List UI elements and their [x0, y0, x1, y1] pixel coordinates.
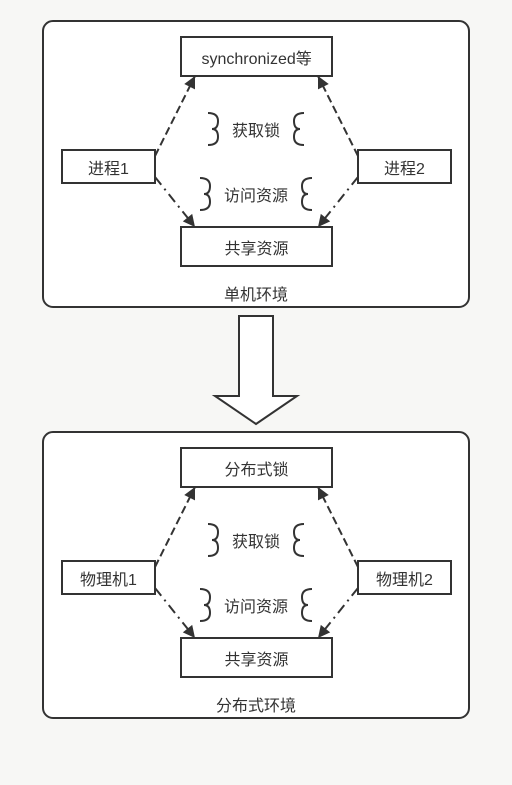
panel2-access-label: 访问资源 [224, 593, 288, 617]
panel1-share-label: 共享资源 [225, 235, 289, 259]
panel1-caption: 单机环境 [224, 281, 288, 305]
diagram-canvas: synchronized等 进程1 进程2 共享资源 获取锁 访问资源 单机环境… [0, 0, 512, 785]
panel1-lock-label: synchronized等 [202, 45, 312, 69]
panel2-lock-label: 分布式锁 [225, 456, 289, 480]
panel2-caption: 分布式环境 [216, 692, 296, 716]
panel2-right-label: 物理机2 [376, 566, 433, 590]
panel2-share-label: 共享资源 [225, 646, 289, 670]
panel2-getlock-label: 获取锁 [232, 528, 280, 552]
panel1-right-label: 进程2 [384, 155, 425, 179]
panel2-left-label: 物理机1 [80, 566, 137, 590]
panel1-access-label: 访问资源 [224, 182, 288, 206]
panel1-left-label: 进程1 [88, 155, 129, 179]
panel1-getlock-label: 获取锁 [232, 117, 280, 141]
